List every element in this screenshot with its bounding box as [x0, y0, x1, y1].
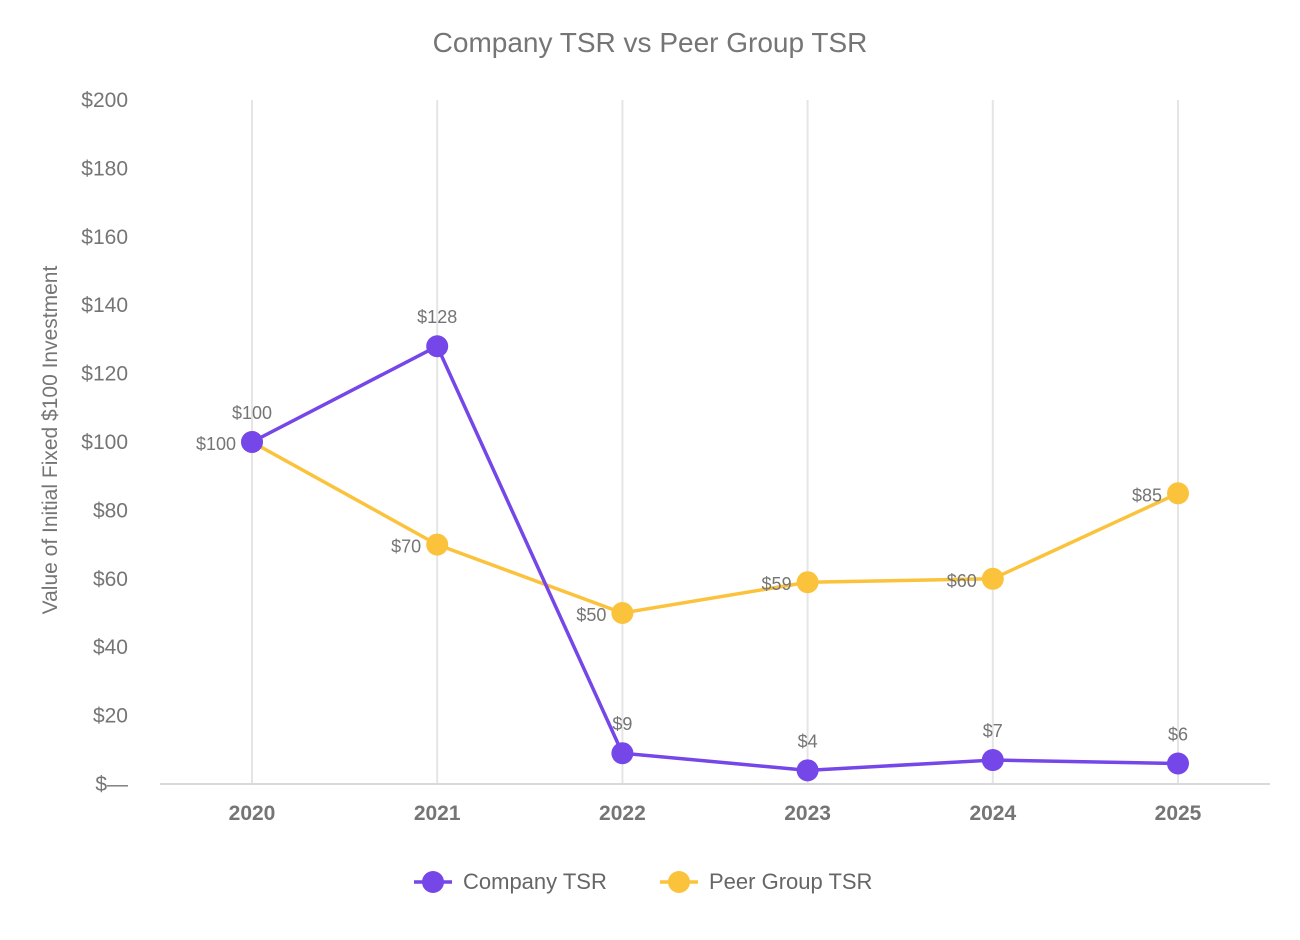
- data-point: [1167, 482, 1189, 505]
- x-tick-label: 2021: [414, 802, 461, 825]
- data-point: [796, 759, 819, 782]
- legend: Company TSR Peer Group TSR: [414, 869, 872, 894]
- y-tick-label: $180: [81, 157, 128, 180]
- data-point: [1167, 752, 1189, 775]
- legend-label: Company TSR: [463, 869, 607, 894]
- chart-title: Company TSR vs Peer Group TSR: [433, 27, 868, 58]
- y-tick-label: $200: [81, 89, 128, 112]
- y-tick-label: $—: [95, 773, 128, 796]
- data-label: $59: [762, 574, 792, 594]
- y-tick-label: $140: [81, 294, 128, 317]
- axis-layer: $— $20 $40 $60 $80 $100 $120 $140 $160 $180 $200 20…: [81, 89, 1270, 825]
- y-tick-label: $120: [81, 363, 128, 386]
- y-tick-label: $20: [93, 705, 128, 728]
- data-label: $60: [947, 571, 977, 591]
- data-point: [426, 533, 449, 556]
- data-label: $7: [983, 721, 1003, 741]
- x-tick-label: 2023: [784, 802, 831, 825]
- y-tick-label: $160: [81, 226, 128, 249]
- data-label: $4: [798, 731, 818, 751]
- x-tick-label: 2024: [969, 802, 1016, 825]
- series-layer: [241, 335, 1189, 782]
- y-tick-label: $100: [81, 431, 128, 454]
- y-tick-label: $40: [93, 636, 128, 659]
- data-point: [981, 749, 1004, 772]
- data-label: $100: [196, 434, 236, 454]
- data-point: [611, 742, 634, 765]
- data-point: [426, 335, 449, 358]
- data-label-layer: $100 $128 $9 $4 $7 $6 $100 $70 $50 $59 $60 $85: [196, 307, 1188, 751]
- data-point: [611, 602, 634, 624]
- data-label: $6: [1168, 724, 1188, 744]
- legend-marker: [422, 871, 444, 893]
- series-line-1: [251, 440, 1179, 615]
- x-tick-label: 2020: [229, 802, 276, 825]
- grid-layer: [251, 100, 1179, 784]
- x-tick-label: 2025: [1155, 802, 1202, 825]
- data-label: $70: [391, 537, 421, 557]
- data-point: [796, 571, 819, 594]
- legend-marker: [668, 871, 690, 893]
- data-label: $50: [576, 605, 606, 625]
- data-label: $128: [417, 307, 457, 327]
- data-point: [981, 567, 1004, 590]
- data-point: [241, 431, 263, 453]
- data-label: $85: [1132, 485, 1162, 505]
- x-tick-label: 2022: [599, 802, 646, 825]
- y-tick-label: $60: [93, 568, 128, 591]
- y-tick-label: $80: [93, 499, 128, 522]
- data-label: $100: [232, 403, 272, 423]
- legend-label: Peer Group TSR: [709, 869, 872, 894]
- series-line-0: [251, 344, 1179, 773]
- data-label: $9: [612, 714, 632, 734]
- y-axis-label: Value of Initial Fixed $100 Investment: [39, 266, 62, 615]
